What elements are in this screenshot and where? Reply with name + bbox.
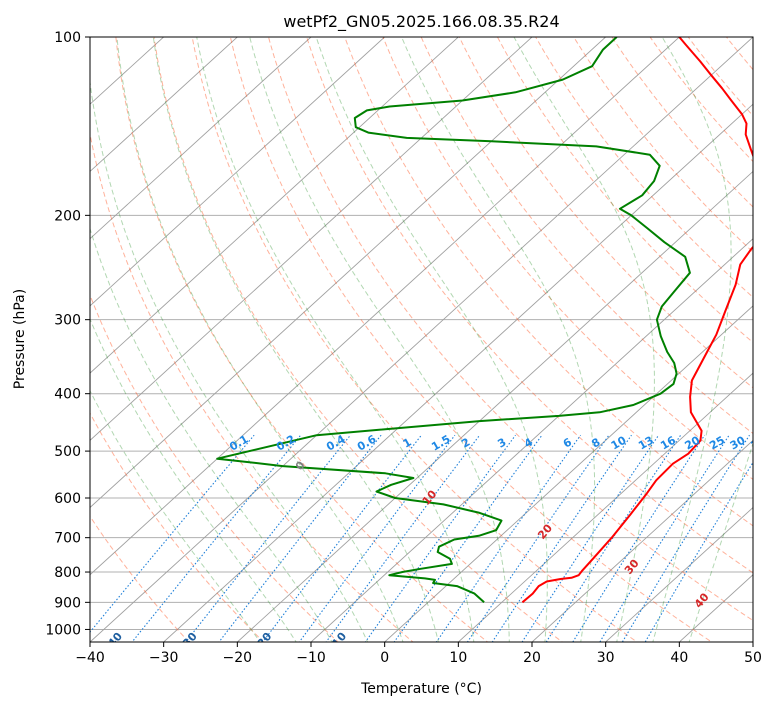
x-tick-label: 50 [744, 650, 762, 666]
x-tick-label: 0 [380, 650, 389, 666]
x-tick-label: −30 [149, 650, 179, 666]
y-tick-label: 100 [54, 30, 81, 46]
y-tick-label: 800 [54, 565, 81, 581]
x-tick-label: 10 [449, 650, 467, 666]
y-tick-label: 200 [54, 208, 81, 224]
x-tick-label: 40 [670, 650, 688, 666]
x-tick-label: −40 [75, 650, 105, 666]
y-tick-label: 400 [54, 387, 81, 403]
x-axis-label: Temperature (°C) [360, 681, 482, 697]
y-tick-label: 600 [54, 491, 81, 507]
y-tick-label: 1000 [45, 622, 81, 638]
x-tick-label: −20 [223, 650, 253, 666]
y-tick-label: 300 [54, 313, 81, 329]
x-tick-label: −10 [296, 650, 326, 666]
x-tick-label: 30 [597, 650, 615, 666]
y-tick-label: 900 [54, 595, 81, 611]
y-axis-label: Pressure (hPa) [12, 289, 28, 389]
y-tick-label: 700 [54, 531, 81, 547]
y-tick-label: 500 [54, 444, 81, 460]
x-tick-label: 20 [523, 650, 541, 666]
chart-title: wetPf2_GN05.2025.166.08.35.R24 [283, 12, 559, 32]
